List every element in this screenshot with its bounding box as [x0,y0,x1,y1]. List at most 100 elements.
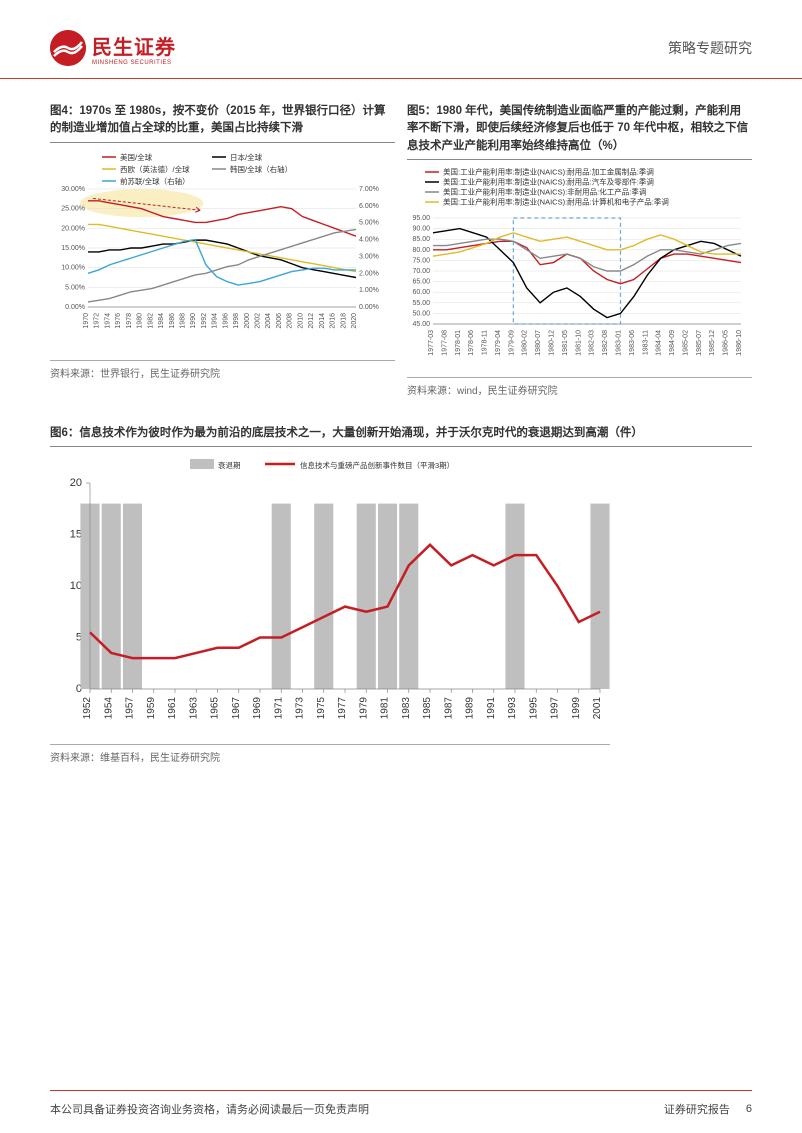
svg-text:1980-02: 1980-02 [522,330,529,356]
svg-text:西欧（英法德）/全球: 西欧（英法德）/全球 [120,164,190,174]
svg-text:20.00%: 20.00% [61,225,85,232]
svg-text:前苏联/全球（右轴）: 前苏联/全球（右轴） [120,176,190,186]
svg-text:1963: 1963 [188,697,199,720]
chart4-canvas: 美国/全球 日本/全球西欧（英法德）/全球 韩国/全球（右轴） 前苏联/全球（右轴） 0… [50,149,395,354]
svg-text:0.00%: 0.00% [359,304,379,311]
svg-text:1999: 1999 [571,697,582,720]
svg-text:80.00: 80.00 [412,247,430,254]
svg-text:美国:工业产能利用率:制造业(NAICS):耐用品:加工金属: 美国:工业产能利用率:制造业(NAICS):耐用品:加工金属制品:季调 [443,166,654,176]
svg-text:1988: 1988 [179,312,186,328]
svg-text:1986-10: 1986-10 [736,330,743,356]
svg-text:1984-09: 1984-09 [669,330,676,356]
svg-text:2020: 2020 [351,312,358,328]
svg-text:2.00%: 2.00% [359,270,379,277]
svg-text:美国/全球: 美国/全球 [120,152,153,162]
svg-text:1978-01: 1978-01 [455,330,462,356]
svg-text:1980-07: 1980-07 [535,330,542,356]
page-number: 6 [746,1103,752,1115]
svg-text:1990: 1990 [190,312,197,328]
svg-text:1977: 1977 [337,697,348,720]
svg-text:1986-05: 1986-05 [723,330,730,356]
svg-text:1981: 1981 [380,697,391,720]
svg-text:1992: 1992 [201,312,208,328]
svg-text:1996: 1996 [222,312,229,328]
svg-text:2018: 2018 [340,312,347,328]
svg-text:70.00: 70.00 [412,268,430,275]
svg-text:1973: 1973 [295,697,306,720]
svg-text:5.00%: 5.00% [359,219,379,226]
svg-text:1974: 1974 [104,312,111,328]
svg-text:2002: 2002 [255,312,262,328]
svg-text:韩国/全球（右轴）: 韩国/全球（右轴） [230,164,292,174]
svg-text:1971: 1971 [273,697,284,720]
svg-text:1976: 1976 [115,312,122,328]
svg-text:1981-05: 1981-05 [562,330,569,356]
svg-text:85.00: 85.00 [412,236,430,243]
logo-icon [50,30,86,66]
chart5-canvas: 美国:工业产能利用率:制造业(NAICS):耐用品:加工金属制品:季调美国:工业… [407,166,752,371]
svg-text:45.00: 45.00 [412,321,430,328]
svg-text:15: 15 [70,529,82,541]
svg-text:1972: 1972 [94,312,101,328]
svg-text:30.00%: 30.00% [61,186,85,193]
svg-text:1981-10: 1981-10 [575,330,582,356]
svg-text:1975: 1975 [316,697,327,720]
svg-text:1985-12: 1985-12 [709,330,716,356]
svg-text:75.00: 75.00 [412,257,430,264]
svg-text:1979-04: 1979-04 [495,330,502,356]
svg-text:1998: 1998 [233,312,240,328]
chart5-title: 图5：1980 年代，美国传统制造业面临严重的产能过剩，产能利用率不断下滑，即使… [407,103,752,160]
svg-text:日本/全球: 日本/全球 [230,152,263,162]
svg-text:15.00%: 15.00% [61,245,85,252]
chart6-title: 图6：信息技术作为彼时作为最为前沿的底层技术之一，大量创新开始涌现，并于沃尔克时… [50,425,752,447]
svg-text:1995: 1995 [528,697,539,720]
svg-text:2012: 2012 [308,312,315,328]
logo-text-en: MINSHENG SECURITIES [92,60,176,66]
svg-text:2000: 2000 [244,312,251,328]
svg-text:90.00: 90.00 [412,225,430,232]
svg-text:1982: 1982 [147,312,154,328]
chart5-block: 图5：1980 年代，美国传统制造业面临严重的产能过剩，产能利用率不断下滑，即使… [407,103,752,397]
svg-text:1978-06: 1978-06 [468,330,475,356]
chart4-source: 资料来源：世界银行，民生证券研究院 [50,360,395,380]
svg-text:10: 10 [70,580,82,592]
svg-text:2008: 2008 [287,312,294,328]
svg-text:1967: 1967 [231,697,242,720]
svg-text:2001: 2001 [592,697,603,720]
header-category: 策略专题研究 [668,38,752,58]
svg-text:1954: 1954 [103,697,114,720]
svg-text:1959: 1959 [146,697,157,720]
svg-text:1961: 1961 [167,697,178,720]
svg-text:1979-09: 1979-09 [508,330,515,356]
content: 图4：1970s 至 1980s，按不变价（2015 年，世界银行口径）计算的制… [0,79,802,764]
svg-text:1983: 1983 [401,697,412,720]
svg-text:1983-06: 1983-06 [629,330,636,356]
svg-text:7.00%: 7.00% [359,186,379,193]
svg-text:信息技术与重磅产品创新事件数目（平滑3期）: 信息技术与重磅产品创新事件数目（平滑3期） [300,460,454,470]
svg-text:20: 20 [70,477,82,489]
logo-text-cn: 民生证券 [92,31,176,60]
svg-text:0.00%: 0.00% [65,304,85,311]
svg-text:1980-12: 1980-12 [549,330,556,356]
svg-text:1969: 1969 [252,697,263,720]
chart6-source: 资料来源：维基百科，民生证券研究院 [50,744,610,764]
chart5-source: 资料来源：wind，民生证券研究院 [407,377,752,397]
page-header: 民生证券 MINSHENG SECURITIES 策略专题研究 [0,0,802,79]
svg-text:60.00: 60.00 [412,289,430,296]
chart4-block: 图4：1970s 至 1980s，按不变价（2015 年，世界银行口径）计算的制… [50,103,395,397]
svg-text:4.00%: 4.00% [359,236,379,243]
svg-text:3.00%: 3.00% [359,253,379,260]
svg-text:1977-03: 1977-03 [428,330,435,356]
svg-text:1957: 1957 [125,697,136,720]
svg-text:1983-11: 1983-11 [642,330,649,355]
chart6-canvas: 衰退期信息技术与重磅产品创新事件数目（平滑3期）0510152019521954… [50,453,752,738]
svg-text:10.00%: 10.00% [61,264,85,271]
footer-disclaimer: 本公司具备证券投资咨询业务资格，请务必阅读最后一页免责声明 [50,1101,369,1117]
charts-row-1: 图4：1970s 至 1980s，按不变价（2015 年，世界银行口径）计算的制… [50,103,752,397]
logo: 民生证券 MINSHENG SECURITIES [50,30,176,66]
svg-text:1997: 1997 [550,697,561,720]
svg-text:1.00%: 1.00% [359,287,379,294]
svg-text:65.00: 65.00 [412,278,430,285]
svg-text:1984: 1984 [158,312,165,328]
svg-text:1985: 1985 [422,697,433,720]
